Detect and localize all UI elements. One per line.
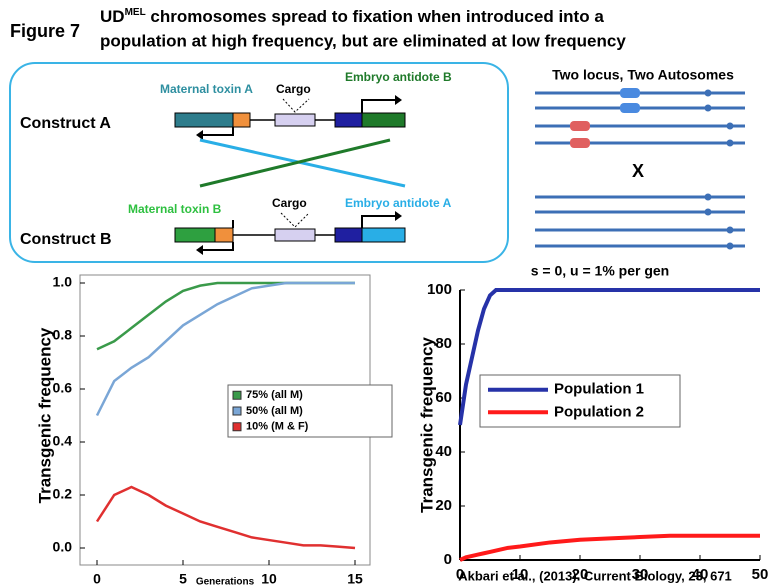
x-tick-label: 10 bbox=[512, 566, 529, 583]
y-tick-label: 0 bbox=[444, 551, 452, 568]
gene-label: Embryo antidote B bbox=[345, 70, 452, 84]
legend-swatch bbox=[232, 406, 242, 416]
legend-swatch bbox=[232, 422, 242, 432]
y-tick-label: 0.2 bbox=[53, 486, 73, 502]
x-tick-label: 0 bbox=[93, 571, 101, 587]
legend-label: 75% (all M) bbox=[246, 389, 303, 401]
gene-label: Maternal toxin A bbox=[160, 82, 253, 96]
y-tick-label: 0.0 bbox=[53, 539, 73, 555]
chromosome-title: Two locus, Two Autosomes bbox=[552, 67, 734, 83]
legend-box bbox=[479, 374, 681, 428]
construct-box bbox=[9, 62, 509, 263]
y-tick-label: 1.0 bbox=[53, 274, 73, 290]
legend-box bbox=[227, 384, 393, 438]
y-tick-label: 0.4 bbox=[53, 433, 73, 449]
series-line bbox=[95, 281, 355, 417]
gene-label: Embryo antidote A bbox=[345, 196, 452, 210]
chart-title: s = 0, u = 1% per gen bbox=[531, 263, 670, 279]
construct-b bbox=[174, 211, 406, 255]
citation: Akbari et al., (2013). Current Biology, … bbox=[458, 568, 732, 583]
gene-label: Cargo bbox=[276, 82, 311, 96]
x-tick-label: 0 bbox=[456, 566, 464, 583]
cross-line bbox=[199, 138, 406, 188]
gene-label: Maternal toxin B bbox=[128, 202, 222, 216]
construct-label: Construct B bbox=[20, 231, 112, 248]
series-line bbox=[459, 533, 760, 562]
title-prefix: UD bbox=[100, 7, 125, 26]
legend-swatch bbox=[232, 390, 242, 400]
x-tick-label: 15 bbox=[347, 571, 363, 587]
x-tick-label: 40 bbox=[692, 566, 709, 583]
legend-label: 10% (M & F) bbox=[246, 421, 309, 433]
title-line: UDMEL chromosomes spread to fixation whe… bbox=[100, 7, 604, 27]
y-tick-label: 0.6 bbox=[53, 380, 73, 396]
construct-a bbox=[174, 95, 406, 140]
series-line bbox=[96, 281, 355, 351]
y-axis-label: Transgenic frequency bbox=[417, 337, 436, 513]
loci bbox=[570, 88, 734, 250]
y-tick-label: 60 bbox=[435, 389, 452, 406]
y-axis-label: Transgenic frequency bbox=[35, 327, 54, 503]
y-tick-label: 0.8 bbox=[53, 327, 73, 343]
title-line: population at high frequency, but are el… bbox=[100, 31, 626, 50]
y-tick-label: 40 bbox=[435, 443, 452, 460]
x-axis-label: Generations bbox=[196, 577, 255, 588]
cross-line bbox=[199, 138, 391, 188]
legend-label: 50% (all M) bbox=[246, 405, 303, 417]
figure-label: Figure 7 bbox=[10, 21, 80, 41]
x-tick-label: 5 bbox=[179, 571, 187, 587]
x-tick-label: 50 bbox=[752, 566, 769, 583]
y-tick-label: 20 bbox=[435, 497, 452, 514]
x-tick-label: 20 bbox=[572, 566, 589, 583]
y-tick-label: 100 bbox=[427, 281, 452, 298]
series-line bbox=[458, 288, 760, 426]
x-tick-label: 30 bbox=[632, 566, 649, 583]
title-rest: chromosomes spread to fixation when intr… bbox=[146, 7, 605, 26]
cross-symbol: X bbox=[632, 161, 644, 181]
construct-label: Construct A bbox=[20, 115, 111, 132]
legend-label: Population 2 bbox=[554, 403, 644, 420]
title-superscript: MEL bbox=[125, 7, 146, 18]
legend-label: Population 1 bbox=[554, 381, 644, 398]
series-line bbox=[95, 485, 356, 550]
x-tick-label: 10 bbox=[261, 571, 277, 587]
y-tick-label: 80 bbox=[435, 335, 452, 352]
gene-label: Cargo bbox=[272, 196, 307, 210]
